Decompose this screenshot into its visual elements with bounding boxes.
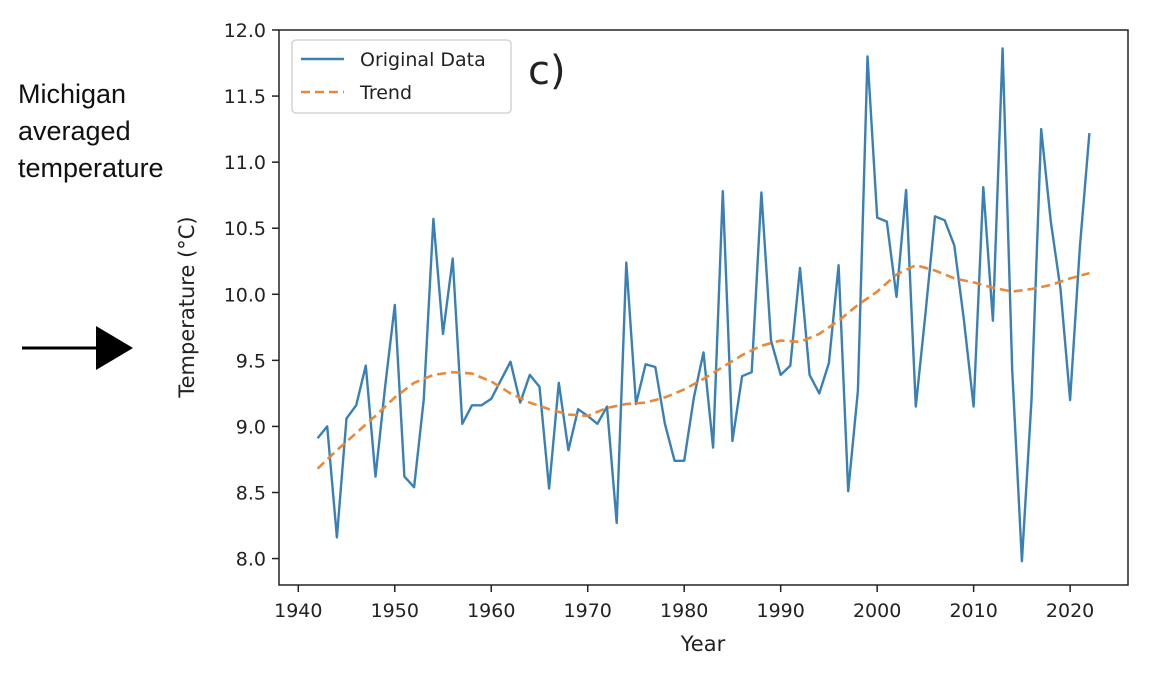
- x-tick-label: 1980: [660, 600, 708, 622]
- legend-label-original: Original Data: [360, 49, 486, 71]
- side-label-line-2: averaged: [18, 116, 131, 146]
- y-tick-label: 8.0: [236, 549, 266, 571]
- original-data-series-line: [316, 47, 1091, 563]
- x-tick-label: 1960: [467, 600, 515, 622]
- y-axis: 8.0 8.5 9.0 9.5 10.0 10.5 11.0 11.5 12.0: [224, 20, 279, 571]
- trend-series-line: [316, 263, 1090, 470]
- y-tick-label: 9.5: [236, 350, 266, 372]
- plot-frame: [278, 29, 1129, 586]
- x-tick-label: 1970: [564, 600, 612, 622]
- right-arrow-icon: [22, 326, 133, 370]
- x-tick-label: 2000: [853, 600, 901, 622]
- series-layer: [316, 47, 1091, 563]
- y-tick-label: 11.0: [224, 152, 266, 174]
- y-tick-label: 12.0: [224, 20, 266, 42]
- y-tick-label: 9.0: [236, 416, 266, 438]
- side-label: Michigan averaged temperature: [18, 76, 164, 187]
- y-tick-label: 11.5: [224, 86, 266, 108]
- arrow-head: [96, 326, 133, 370]
- x-tick-label: 1940: [274, 600, 322, 622]
- side-label-line-3: temperature: [18, 153, 164, 183]
- x-tick-label: 1990: [757, 600, 805, 622]
- legend: Original Data Trend: [291, 39, 512, 114]
- x-tick-label: 1950: [371, 600, 419, 622]
- y-tick-label: 10.5: [224, 218, 266, 240]
- side-label-line-1: Michigan: [18, 79, 127, 109]
- legend-box: [291, 39, 512, 114]
- x-axis: 1940 1950 1960 1970 1980 1990 2000 2010 2020: [274, 585, 1094, 622]
- x-tick-label: 2010: [949, 600, 997, 622]
- x-axis-label: Year: [680, 632, 726, 656]
- y-tick-label: 8.5: [236, 483, 266, 505]
- legend-label-trend: Trend: [359, 82, 412, 104]
- x-tick-label: 2020: [1046, 600, 1094, 622]
- y-axis-label: Temperature (°C): [175, 216, 199, 398]
- panel-label: c): [528, 48, 566, 94]
- y-tick-label: 10.0: [224, 284, 266, 306]
